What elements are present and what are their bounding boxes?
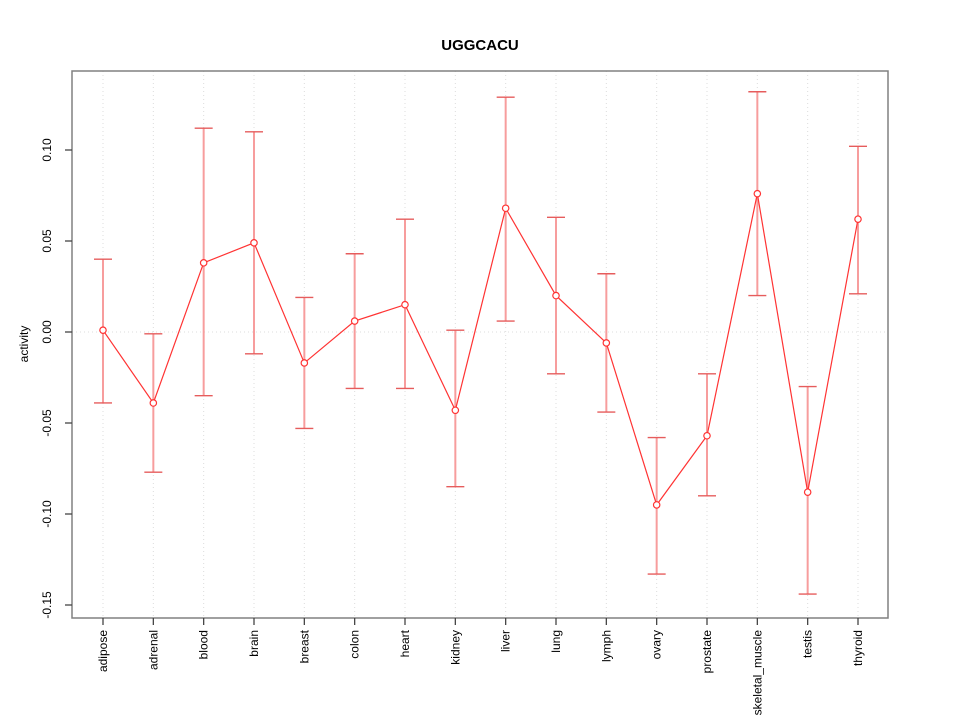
point-ovary bbox=[652, 501, 661, 509]
x-tick-label-heart: heart bbox=[398, 629, 412, 657]
point-adrenal bbox=[149, 399, 158, 407]
y-tick-label-0.05: 0.05 bbox=[40, 229, 54, 253]
x-tick-label-brain: brain bbox=[247, 630, 261, 657]
x-tick-label-ovary: ovary bbox=[650, 630, 664, 659]
point-thyroid bbox=[854, 215, 862, 223]
point-heart bbox=[401, 300, 409, 309]
x-tick-label-liver: liver bbox=[499, 630, 513, 652]
x-tick-label-thyroid: thyroid bbox=[851, 630, 865, 666]
x-tick-label-skeletal_muscle: skeletal_muscle bbox=[750, 630, 764, 716]
point-skeletal_muscle bbox=[753, 189, 762, 198]
point-colon bbox=[350, 317, 359, 325]
error-bars bbox=[94, 91, 867, 595]
y-tick-label-0.10: 0.10 bbox=[40, 138, 54, 162]
point-lymph bbox=[602, 339, 611, 347]
point-lung bbox=[552, 291, 560, 300]
y-axis-title: activity bbox=[17, 326, 31, 363]
chart-title: UGGCACU bbox=[441, 37, 519, 54]
point-testis bbox=[803, 488, 812, 496]
point-kidney bbox=[451, 406, 460, 415]
y-tick-label--0.05: -0.05 bbox=[40, 409, 54, 437]
point-liver bbox=[501, 204, 510, 213]
point-prostate bbox=[703, 431, 711, 440]
point-adipose bbox=[99, 326, 107, 334]
x-tick-label-prostate: prostate bbox=[700, 630, 714, 674]
x-tick-label-adipose: adipose bbox=[96, 630, 110, 672]
x-tick-label-lung: lung bbox=[549, 630, 563, 653]
point-blood bbox=[199, 259, 208, 267]
series-polyline-activity bbox=[102, 193, 859, 507]
x-tick-label-testis: testis bbox=[801, 630, 815, 658]
y-axis: 0.10 0.05 0.00 -0.05 -0.10 -0.15 bbox=[40, 138, 72, 619]
x-tick-label-colon: colon bbox=[348, 630, 362, 659]
y-tick-label--0.10: -0.10 bbox=[40, 500, 54, 528]
x-axis: adipose adrenal blood brain breast colon heart… bbox=[96, 618, 865, 715]
point-breast bbox=[300, 359, 309, 367]
y-tick-label-0.00: 0.00 bbox=[40, 320, 54, 344]
y-tick-label--0.15: -0.15 bbox=[40, 591, 54, 619]
gridlines bbox=[72, 71, 888, 618]
x-tick-label-adrenal: adrenal bbox=[146, 630, 160, 670]
plot-box bbox=[71, 70, 889, 619]
data-points bbox=[99, 189, 862, 509]
series-line bbox=[102, 193, 859, 507]
plot-border bbox=[71, 70, 889, 619]
point-brain bbox=[250, 239, 258, 247]
x-tick-label-lymph: lymph bbox=[599, 630, 613, 662]
x-tick-label-kidney: kidney bbox=[448, 630, 462, 665]
x-tick-label-breast: breast bbox=[297, 629, 311, 663]
x-tick-label-blood: blood bbox=[197, 630, 211, 659]
